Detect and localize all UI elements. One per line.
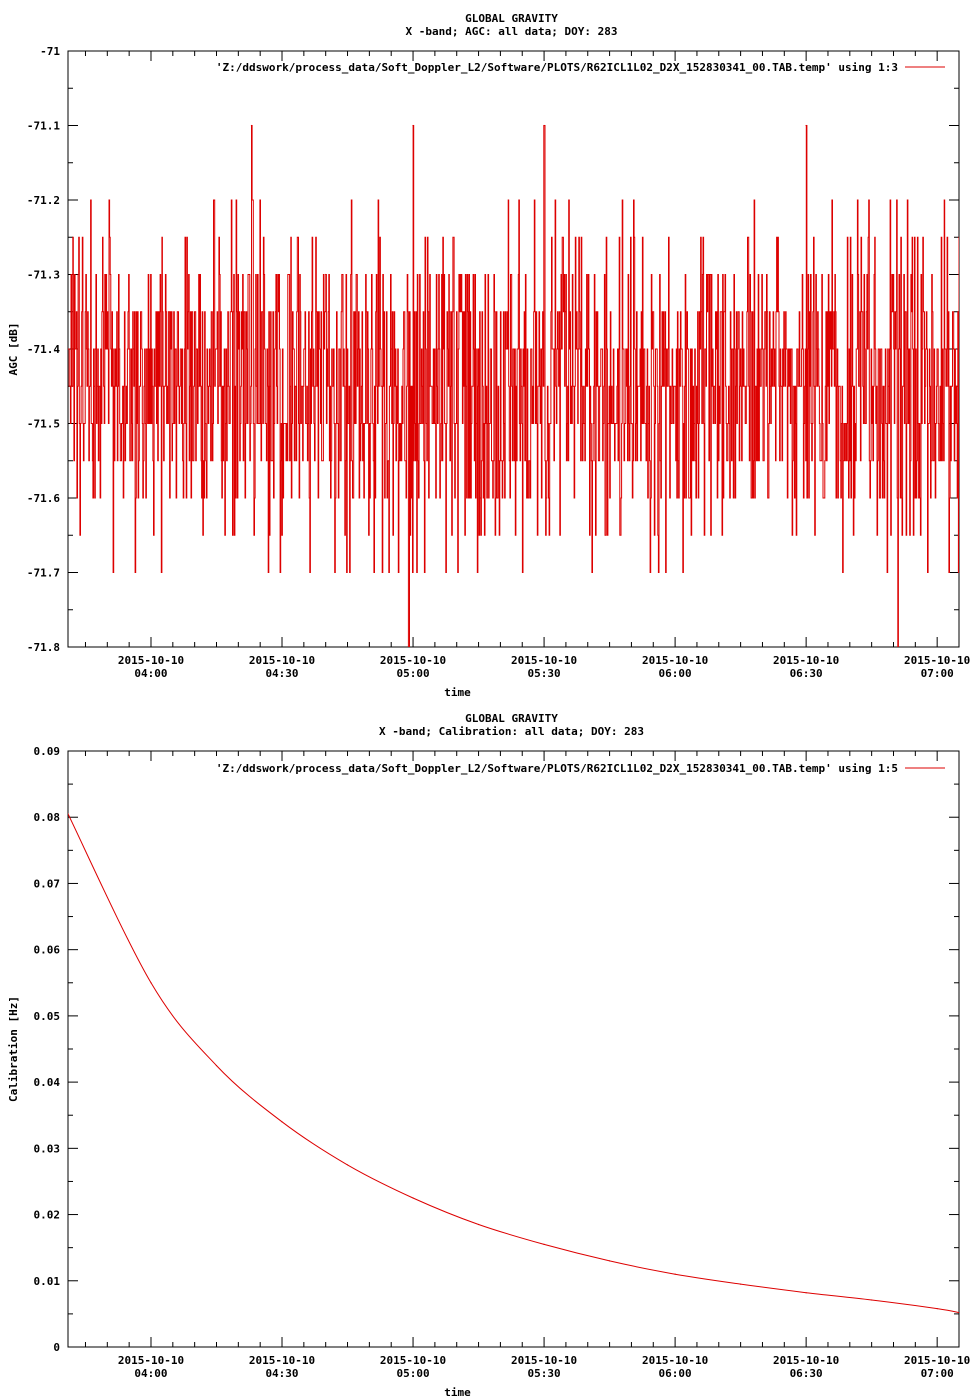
x-tick-label-time: 06:30 (790, 1367, 823, 1380)
data-point (150, 422, 152, 425)
data-point (958, 236, 959, 238)
data-point (477, 1223, 480, 1226)
series-line (68, 125, 959, 647)
data-point (68, 348, 69, 350)
x-tick-label-date: 2015-10-10 (904, 1354, 970, 1367)
y-tick-label: 0.05 (34, 1010, 61, 1023)
x-tick-label-date: 2015-10-10 (118, 1354, 184, 1367)
x-tick-label-date: 2015-10-10 (118, 654, 184, 667)
plot-frame (67, 750, 960, 1348)
x-tick-label-time: 05:00 (396, 667, 429, 680)
y-tick-label: -71.2 (27, 194, 60, 207)
y-tick-label: 0.06 (34, 944, 61, 957)
x-tick-label-time: 06:30 (790, 667, 823, 680)
data-point (871, 1299, 873, 1301)
y-tick-label: -71.4 (27, 343, 60, 356)
x-tick-label-date: 2015-10-10 (511, 654, 577, 667)
chart-subtitle: X -band; Calibration: all data; DOY: 283 (379, 725, 644, 738)
x-tick-label-date: 2015-10-10 (249, 654, 315, 667)
x-tick-label-date: 2015-10-10 (904, 654, 970, 667)
data-point (897, 646, 899, 647)
chart-title: GLOBAL GRAVITY (465, 712, 558, 725)
y-tick-label: 0.09 (34, 745, 61, 758)
x-tick-label-time: 04:30 (265, 1367, 298, 1380)
data-point (630, 422, 633, 425)
legend-label: 'Z:/ddswork/process_data/Soft_Doppler_L2… (216, 762, 898, 775)
x-tick-label-time: 07:00 (921, 1367, 954, 1380)
y-tick-label: 0.04 (34, 1076, 61, 1089)
x-tick-label-date: 2015-10-10 (511, 1354, 577, 1367)
y-tick-label: -71.7 (27, 567, 60, 580)
y-tick-label: -71.5 (27, 418, 60, 431)
x-tick-label-date: 2015-10-10 (380, 1354, 446, 1367)
x-axis-label: time (444, 1386, 471, 1399)
y-tick-label: -71.3 (27, 269, 60, 282)
data-point (936, 1307, 938, 1310)
data-point (325, 273, 327, 276)
data-point (281, 1121, 283, 1123)
x-tick-label-time: 04:30 (265, 667, 298, 680)
data-point (215, 1064, 218, 1067)
data-point (150, 982, 152, 984)
chart-subtitle: X -band; AGC: all data; DOY: 283 (406, 25, 618, 38)
y-axis-label: Calibration [Hz] (7, 996, 20, 1102)
data-point (250, 124, 253, 127)
x-tick-label-time: 05:30 (528, 667, 561, 680)
data-point (958, 1311, 959, 1314)
y-tick-label: 0.03 (34, 1142, 61, 1155)
y-tick-label: -71 (40, 45, 60, 58)
x-tick-label-date: 2015-10-10 (773, 654, 839, 667)
x-tick-label-date: 2015-10-10 (380, 654, 446, 667)
data-point (740, 1283, 742, 1285)
x-tick-label-date: 2015-10-10 (249, 1354, 315, 1367)
x-axis-label: time (444, 686, 471, 699)
data-point (68, 813, 69, 815)
data-point (608, 1260, 611, 1262)
x-tick-label-time: 05:00 (396, 1367, 429, 1380)
x-tick-label-time: 07:00 (921, 667, 954, 680)
y-tick-label: 0.07 (34, 877, 61, 890)
x-tick-label-time: 04:00 (134, 667, 167, 680)
data-point (346, 1164, 349, 1166)
x-tick-label-date: 2015-10-10 (642, 1354, 708, 1367)
series-line (68, 813, 959, 1314)
data-point (412, 124, 414, 127)
data-point (543, 124, 545, 127)
x-tick-label-time: 06:00 (659, 1367, 692, 1380)
data-point (477, 348, 480, 350)
x-tick-label-time: 05:30 (528, 1367, 561, 1380)
y-tick-label: 0.01 (34, 1275, 61, 1288)
data-point (543, 1243, 545, 1245)
y-tick-label: 0 (53, 1341, 60, 1354)
y-tick-label: 0.02 (34, 1209, 61, 1222)
data-point (805, 124, 807, 127)
data-point (408, 646, 410, 647)
y-tick-label: 0.08 (34, 811, 61, 824)
data-point (412, 1197, 414, 1199)
y-axis-label: AGC [dB] (7, 323, 20, 376)
data-point (237, 348, 239, 350)
chart-title: GLOBAL GRAVITY (465, 12, 558, 25)
x-tick-label-date: 2015-10-10 (642, 654, 708, 667)
y-tick-label: -71.6 (27, 492, 60, 505)
y-tick-label: -71.1 (27, 120, 60, 133)
data-point (740, 348, 742, 350)
x-tick-label-time: 06:00 (659, 667, 692, 680)
data-point (674, 1273, 676, 1275)
data-point (805, 1292, 807, 1294)
y-tick-label: -71.8 (27, 641, 60, 654)
x-tick-label-date: 2015-10-10 (773, 1354, 839, 1367)
legend-label: 'Z:/ddswork/process_data/Soft_Doppler_L2… (216, 61, 898, 74)
x-tick-label-time: 04:00 (134, 1367, 167, 1380)
